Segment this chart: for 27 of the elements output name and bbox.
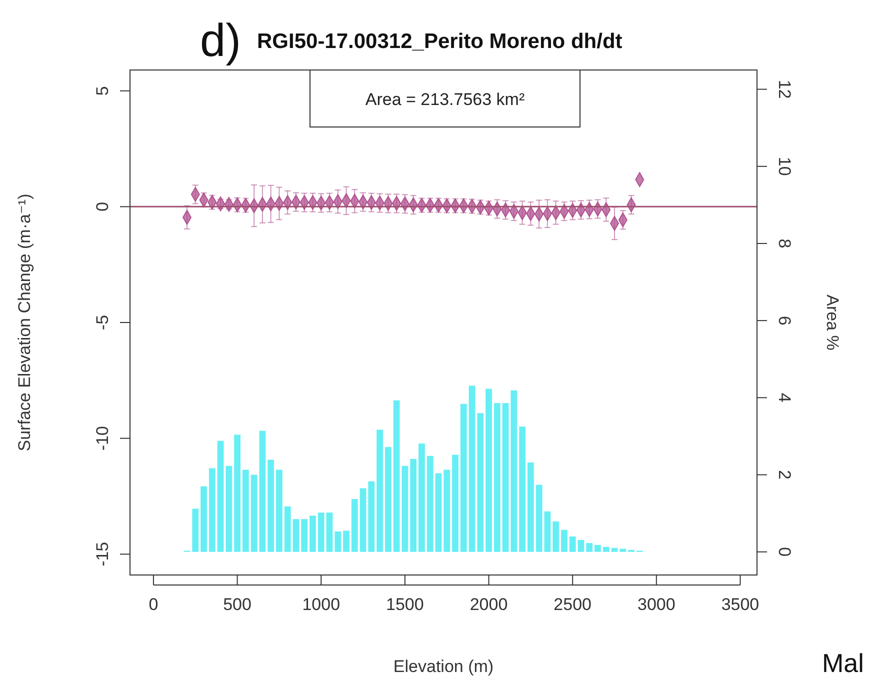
- x-tick-label: 0: [148, 595, 158, 614]
- y2-tick-label: 10: [775, 156, 794, 176]
- text: d): [200, 14, 241, 66]
- y2-tick-label: 8: [775, 238, 794, 248]
- text: Mal: [822, 648, 864, 678]
- y-tick-label: -5: [93, 314, 112, 330]
- y2-tick-label: 4: [775, 392, 794, 402]
- y2-tick-label: 0: [775, 547, 794, 557]
- x-tick-label: 500: [223, 595, 252, 614]
- y2-tick-label: 2: [775, 470, 794, 480]
- y2-axis-title: Area %: [823, 294, 842, 350]
- y2-tick-label: 6: [775, 316, 794, 326]
- chart-title: RGI50-17.00312_Perito Moreno dh/dt: [257, 30, 622, 53]
- x-tick-label: 3500: [721, 595, 760, 614]
- y-tick-label: 0: [93, 202, 112, 212]
- y2-tick-label: 12: [775, 80, 794, 99]
- x-tick-label: 1000: [302, 595, 340, 614]
- x-axis-title: Elevation (m): [393, 657, 494, 676]
- y-tick-label: -10: [93, 426, 112, 451]
- y-axis-title: Surface Elevation Change (m·a⁻¹): [15, 194, 34, 452]
- annotation: Area = 213.7563 km²: [365, 90, 525, 109]
- x-tick-label: 3000: [638, 595, 676, 614]
- x-tick-label: 1500: [386, 595, 424, 614]
- x-tick-label: 2000: [470, 595, 508, 614]
- y-tick-label: 5: [93, 86, 112, 96]
- y-tick-label: -15: [93, 542, 112, 566]
- x-tick-label: 2500: [554, 595, 592, 614]
